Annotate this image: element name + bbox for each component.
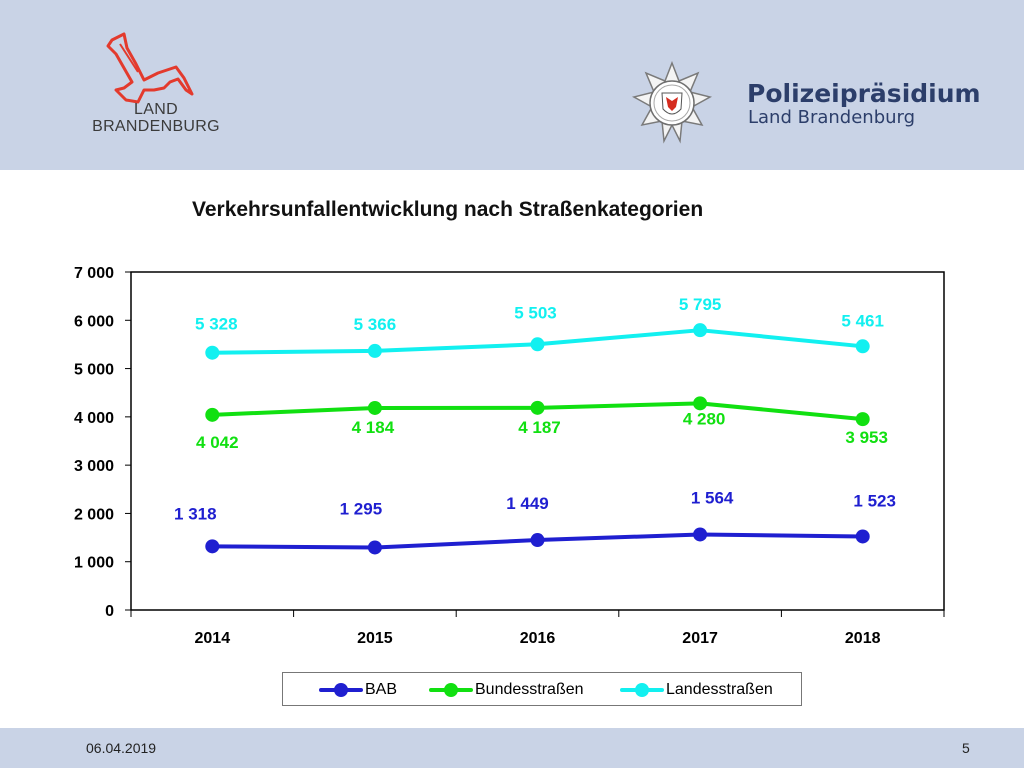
data-label: 4 187 bbox=[518, 418, 561, 437]
footer-band bbox=[0, 728, 1024, 768]
brand-line-2: BRANDENBURG bbox=[92, 118, 220, 135]
legend-item-landesstrassen: Landesstraßen bbox=[620, 673, 773, 707]
x-tick-label: 2016 bbox=[520, 630, 556, 647]
police-star-icon bbox=[631, 61, 713, 144]
x-tick-label: 2015 bbox=[357, 630, 393, 647]
data-label: 1 449 bbox=[506, 494, 549, 513]
x-tick-label: 2017 bbox=[682, 630, 718, 647]
data-label: 4 184 bbox=[352, 418, 395, 437]
data-point bbox=[855, 529, 870, 544]
data-label: 1 523 bbox=[853, 491, 896, 510]
data-point bbox=[367, 400, 382, 415]
data-label: 4 042 bbox=[196, 433, 239, 452]
legend-label-landesstrassen: Landesstraßen bbox=[666, 681, 773, 698]
police-subtitle: Land Brandenburg bbox=[748, 107, 916, 128]
y-tick-label: 4 000 bbox=[74, 410, 114, 427]
legend-swatch-bab bbox=[319, 683, 363, 697]
data-label: 5 328 bbox=[195, 315, 238, 334]
data-point bbox=[855, 412, 870, 427]
data-point bbox=[530, 533, 545, 548]
y-tick-label: 6 000 bbox=[74, 313, 114, 330]
page-number: 5 bbox=[962, 740, 970, 756]
data-label: 1 295 bbox=[340, 499, 383, 518]
data-label: 5 366 bbox=[354, 315, 397, 334]
data-point bbox=[367, 343, 382, 358]
y-tick-label: 1 000 bbox=[74, 555, 114, 572]
data-point bbox=[530, 400, 545, 415]
legend-swatch-bundesstrassen bbox=[429, 683, 473, 697]
brand-text: LAND BRANDENBURG bbox=[86, 101, 226, 135]
y-tick-label: 5 000 bbox=[74, 362, 114, 379]
chart-title: Verkehrsunfallentwicklung nach Straßenka… bbox=[192, 198, 704, 221]
data-point bbox=[855, 339, 870, 354]
data-point bbox=[205, 345, 220, 360]
police-title: Polizeipräsidium bbox=[747, 79, 981, 108]
legend-label-bundesstrassen: Bundesstraßen bbox=[475, 681, 584, 698]
data-label: 4 280 bbox=[683, 409, 726, 428]
y-tick-label: 0 bbox=[105, 603, 114, 620]
data-label: 3 953 bbox=[845, 428, 888, 447]
data-label: 1 318 bbox=[174, 504, 217, 523]
data-point bbox=[693, 396, 708, 411]
data-point bbox=[367, 540, 382, 555]
legend-item-bundesstrassen: Bundesstraßen bbox=[429, 673, 584, 707]
footer-date: 06.04.2019 bbox=[86, 740, 157, 756]
legend-swatch-landesstrassen bbox=[620, 683, 664, 697]
chart-legend: BAB Bundesstraßen Landesstraßen bbox=[282, 672, 802, 706]
data-label: 5 503 bbox=[514, 303, 557, 322]
y-tick-label: 7 000 bbox=[74, 265, 114, 282]
legend-item-bab: BAB bbox=[319, 673, 397, 707]
data-point bbox=[205, 407, 220, 422]
brand-line-1: LAND bbox=[134, 101, 178, 118]
plot-area bbox=[130, 271, 945, 611]
x-tick-label: 2018 bbox=[845, 630, 881, 647]
data-label: 1 564 bbox=[691, 488, 734, 507]
data-point bbox=[693, 527, 708, 542]
y-tick-label: 3 000 bbox=[74, 458, 114, 475]
x-tick-label: 2014 bbox=[195, 630, 231, 647]
data-point bbox=[693, 323, 708, 338]
data-label: 5 795 bbox=[679, 295, 722, 314]
header-band bbox=[0, 0, 1024, 170]
red-eagle-logo bbox=[106, 32, 194, 104]
legend-label-bab: BAB bbox=[365, 681, 398, 698]
data-point bbox=[205, 539, 220, 554]
y-tick-label: 2 000 bbox=[74, 506, 114, 523]
data-point bbox=[530, 337, 545, 352]
data-label: 5 461 bbox=[841, 311, 884, 330]
